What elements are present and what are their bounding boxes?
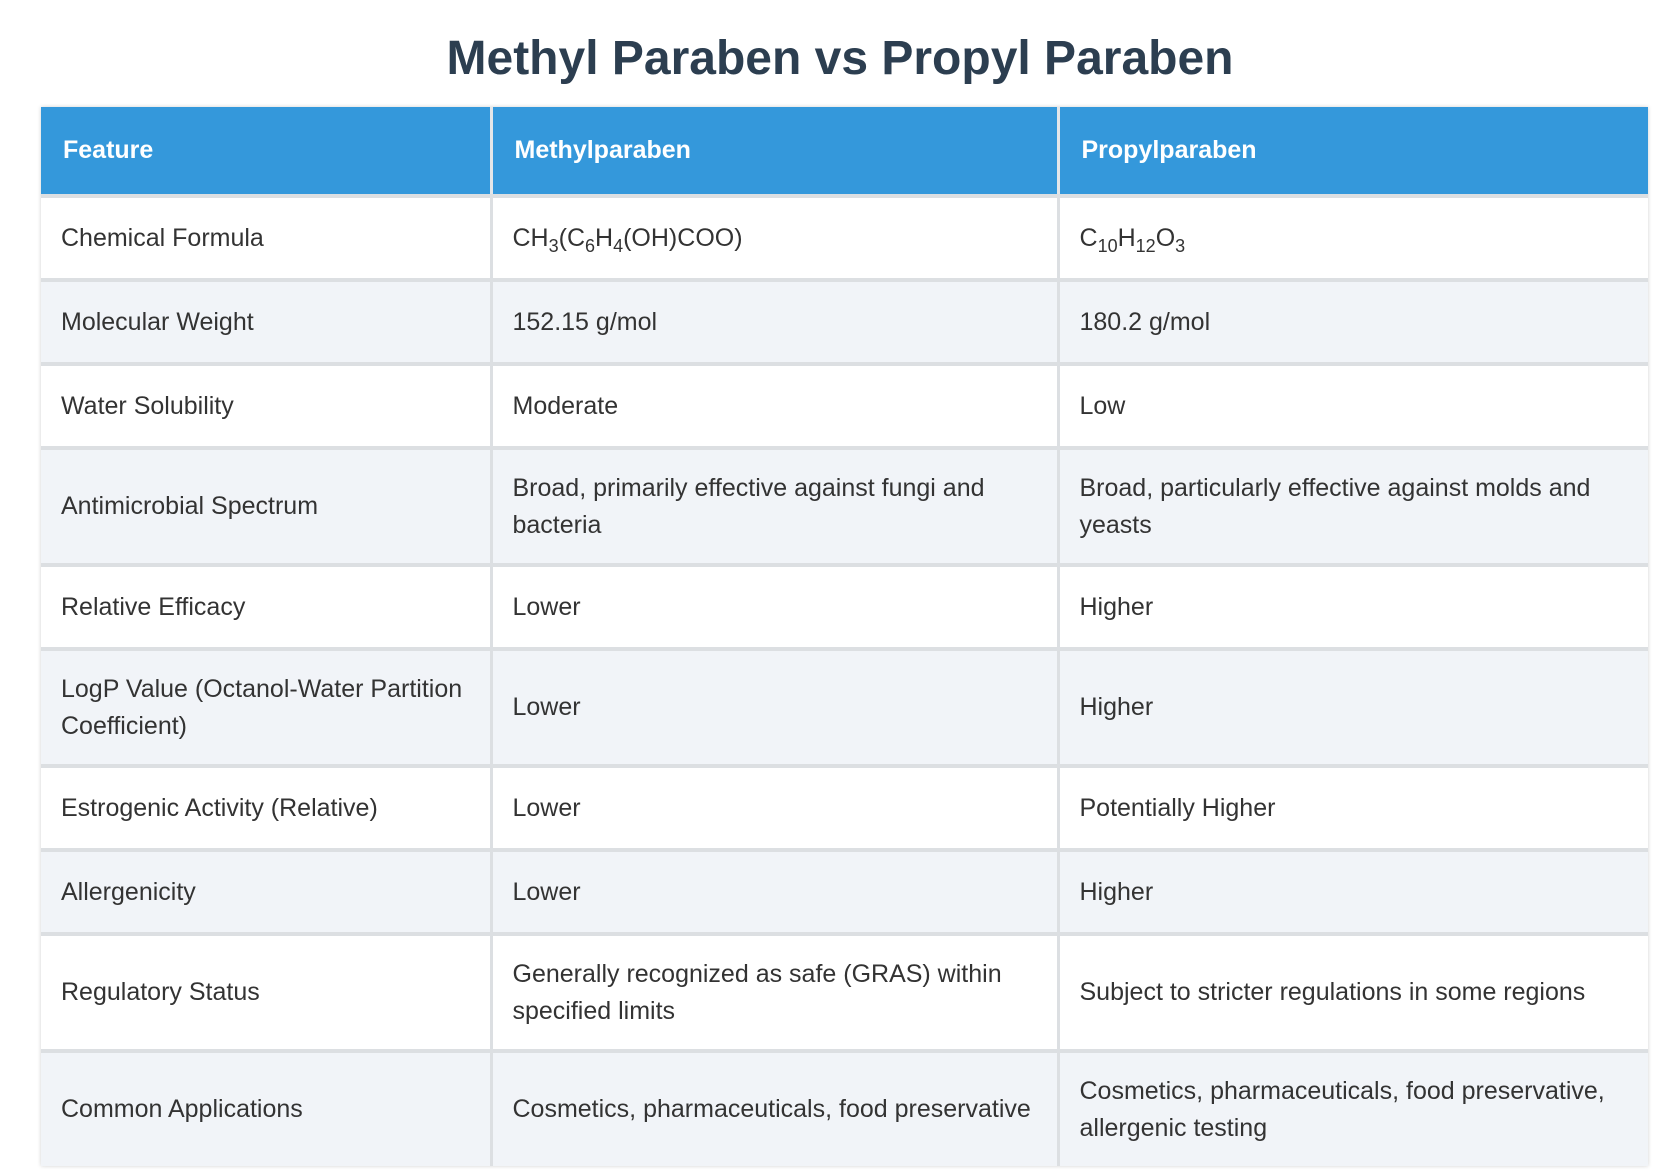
table-row: Antimicrobial Spectrum Broad, primarily … xyxy=(41,446,1648,565)
table-row: Chemical Formula CH3(C6H4(OH)COO) C10H12… xyxy=(41,194,1648,280)
table-row: Molecular Weight 152.15 g/mol 180.2 g/mo… xyxy=(41,278,1648,364)
propylparaben-cell: Cosmetics, pharmaceuticals, food preserv… xyxy=(1058,1049,1648,1166)
feature-cell: Antimicrobial Spectrum xyxy=(41,446,493,565)
feature-cell: Regulatory Status xyxy=(41,932,493,1051)
propylparaben-cell: Broad, particularly effective against mo… xyxy=(1058,446,1648,565)
methylparaben-cell: 152.15 g/mol xyxy=(491,278,1060,364)
table-header: Feature Methylparaben Propylparaben xyxy=(41,107,1648,196)
methylparaben-cell: Cosmetics, pharmaceuticals, food preserv… xyxy=(491,1049,1060,1166)
table-row: Regulatory Status Generally recognized a… xyxy=(41,932,1648,1051)
feature-cell: Common Applications xyxy=(41,1049,493,1166)
table-row: Estrogenic Activity (Relative) Lower Pot… xyxy=(41,764,1648,850)
propylparaben-formula-cell: C10H12O3 xyxy=(1058,194,1648,280)
methylparaben-cell: Moderate xyxy=(491,362,1060,448)
table-row: Common Applications Cosmetics, pharmaceu… xyxy=(41,1049,1648,1166)
feature-cell: LogP Value (Octanol-Water Partition Coef… xyxy=(41,647,493,766)
methylparaben-cell: Lower xyxy=(491,647,1060,766)
formula-subscript: 12 xyxy=(1135,235,1156,256)
formula-subscript: 6 xyxy=(585,235,596,256)
methylparaben-cell: Lower xyxy=(491,848,1060,934)
comparison-table: Feature Methylparaben Propylparaben Chem… xyxy=(41,107,1648,1166)
methylparaben-cell: Broad, primarily effective against fungi… xyxy=(491,446,1060,565)
table-row: Water Solubility Moderate Low xyxy=(41,362,1648,448)
table-row: Relative Efficacy Lower Higher xyxy=(41,563,1648,649)
feature-cell: Estrogenic Activity (Relative) xyxy=(41,764,493,850)
comparison-table-container: Feature Methylparaben Propylparaben Chem… xyxy=(41,107,1648,1166)
propylparaben-cell: Higher xyxy=(1058,848,1648,934)
formula-subscript: 3 xyxy=(1175,235,1186,256)
methylparaben-formula-cell: CH3(C6H4(OH)COO) xyxy=(491,194,1060,280)
methylparaben-cell: Generally recognized as safe (GRAS) with… xyxy=(491,932,1060,1051)
table-row: LogP Value (Octanol-Water Partition Coef… xyxy=(41,647,1648,766)
feature-cell: Chemical Formula xyxy=(41,194,493,280)
propylparaben-cell: Potentially Higher xyxy=(1058,764,1648,850)
propylparaben-cell: Low xyxy=(1058,362,1648,448)
feature-cell: Allergenicity xyxy=(41,848,493,934)
methylparaben-cell: Lower xyxy=(491,764,1060,850)
formula-subscript: 10 xyxy=(1097,235,1118,256)
propylparaben-cell: 180.2 g/mol xyxy=(1058,278,1648,364)
feature-cell: Molecular Weight xyxy=(41,278,493,364)
table-body: Chemical Formula CH3(C6H4(OH)COO) C10H12… xyxy=(41,194,1648,1166)
methylparaben-cell: Lower xyxy=(491,563,1060,649)
propylparaben-cell: Higher xyxy=(1058,563,1648,649)
feature-cell: Water Solubility xyxy=(41,362,493,448)
header-feature: Feature xyxy=(41,107,493,196)
propylparaben-cell: Subject to stricter regulations in some … xyxy=(1058,932,1648,1051)
page-title: Methyl Paraben vs Propyl Paraben xyxy=(446,32,1234,85)
formula-subscript: 4 xyxy=(613,235,624,256)
propylparaben-cell: Higher xyxy=(1058,647,1648,766)
formula-subscript: 3 xyxy=(548,235,559,256)
header-row: Feature Methylparaben Propylparaben xyxy=(41,107,1648,196)
header-propylparaben: Propylparaben xyxy=(1058,107,1648,196)
table-row: Allergenicity Lower Higher xyxy=(41,848,1648,934)
header-methylparaben: Methylparaben xyxy=(491,107,1060,196)
feature-cell: Relative Efficacy xyxy=(41,563,493,649)
